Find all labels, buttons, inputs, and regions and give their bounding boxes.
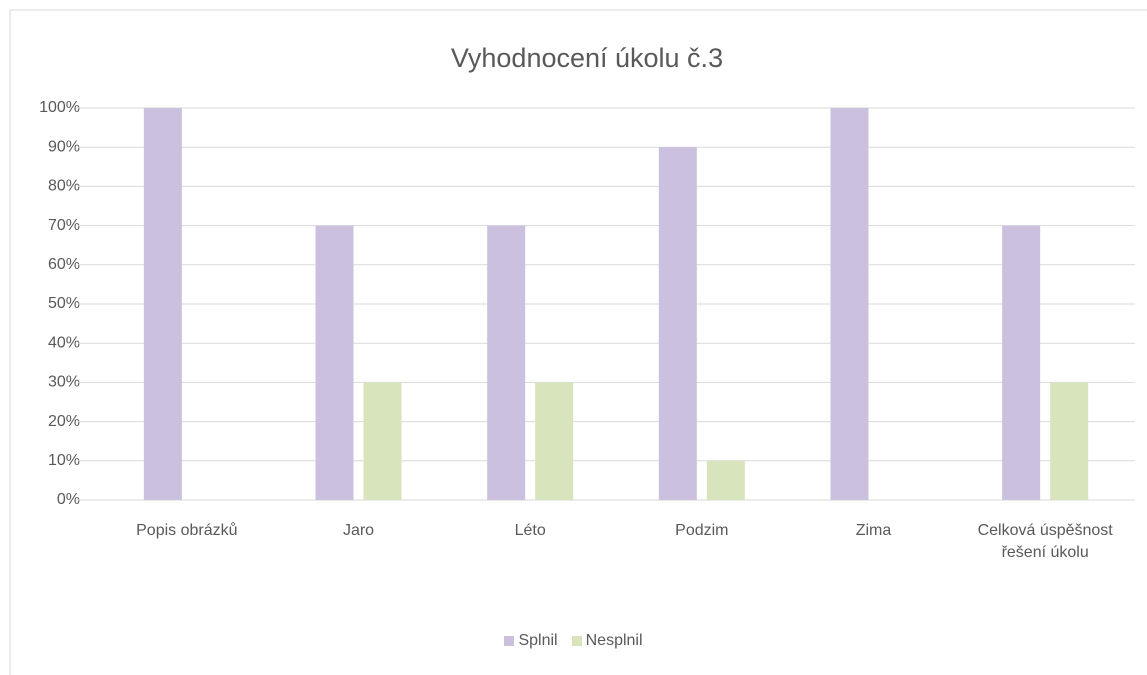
x-tick-label: Popis obrázků: [136, 522, 238, 539]
y-tick-label: 100%: [39, 99, 80, 116]
y-tick-label: 90%: [48, 138, 80, 155]
y-tick-label: 30%: [48, 374, 80, 391]
y-tick-label: 0%: [57, 491, 80, 508]
chart-border: [9, 9, 1147, 675]
y-tick-label: 70%: [48, 217, 80, 234]
legend-swatch: [504, 636, 515, 646]
legend-item: Nesplnil: [571, 632, 643, 650]
x-tick-label: Zima: [855, 522, 892, 539]
y-tick-label: 80%: [48, 178, 80, 195]
x-tick-label: Jaro: [342, 522, 375, 539]
bar: [487, 225, 526, 500]
x-tick-label: Celková úspěšnost řešení úkolu: [977, 522, 1113, 561]
bar: [658, 147, 697, 500]
bar: [830, 108, 869, 500]
y-tick-label: 40%: [48, 334, 80, 351]
bar: [363, 382, 402, 500]
chart-title: Vyhodnocení úkolu č.3: [451, 43, 723, 73]
x-tick-label: Léto: [514, 522, 546, 539]
legend-item: Splnil: [504, 632, 558, 650]
legend-label: Nesplnil: [585, 632, 643, 649]
legend-swatch: [571, 636, 582, 646]
y-tick-label: 20%: [48, 413, 80, 430]
bar: [706, 460, 745, 500]
y-tick-label: 10%: [48, 452, 80, 469]
bar: [315, 225, 354, 500]
bar: [535, 382, 574, 500]
legend: Splnil Nesplnil: [0, 632, 1147, 650]
bar: [1002, 225, 1041, 500]
bar: [143, 108, 182, 500]
y-tick-label: 50%: [48, 295, 80, 312]
legend-label: Splnil: [518, 632, 558, 649]
bar: [1050, 382, 1089, 500]
x-tick-label: Podzim: [675, 522, 729, 539]
y-tick-label: 60%: [48, 256, 80, 273]
